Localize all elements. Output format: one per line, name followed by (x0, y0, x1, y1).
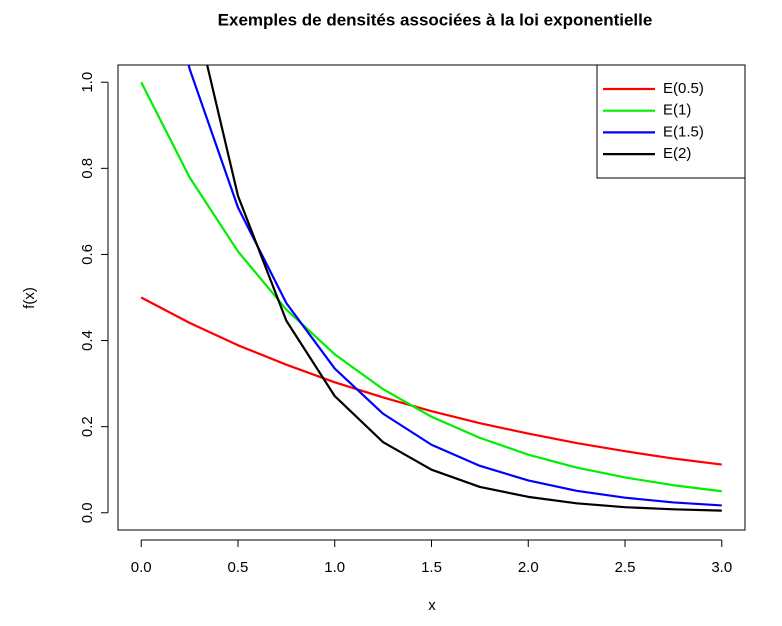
chart-title: Exemples de densités associées à la loi … (218, 10, 653, 29)
x-tick-label: 0.0 (131, 559, 152, 576)
series-line (140, 296, 722, 466)
legend-label: E(1.5) (663, 123, 704, 140)
y-tick-label: 0.2 (79, 416, 96, 437)
legend-label: E(2) (663, 145, 691, 162)
series-line (140, 81, 722, 493)
x-tick-label: 2.5 (615, 559, 636, 576)
y-tick-label: 0.0 (79, 502, 96, 523)
x-tick-label: 1.0 (324, 559, 345, 576)
plot-frame (117, 64, 746, 531)
x-tick-label: 0.5 (228, 559, 249, 576)
legend-label: E(0.5) (663, 80, 704, 97)
x-tick-label: 3.0 (711, 559, 732, 576)
x-tick-label: 1.5 (421, 559, 442, 576)
x-axis-label: x (428, 597, 436, 614)
plot-area (140, 65, 722, 512)
y-tick-label: 1.0 (79, 72, 96, 93)
y-tick-label: 0.6 (79, 244, 96, 265)
x-tick-label: 2.0 (518, 559, 539, 576)
series-line (187, 65, 722, 507)
legend-label: E(1) (663, 102, 691, 119)
series-line (206, 65, 722, 512)
legend-box (596, 64, 746, 179)
y-tick-label: 0.4 (79, 330, 96, 351)
y-tick-label: 0.8 (79, 158, 96, 179)
y-axis-label: f(x) (21, 287, 38, 309)
